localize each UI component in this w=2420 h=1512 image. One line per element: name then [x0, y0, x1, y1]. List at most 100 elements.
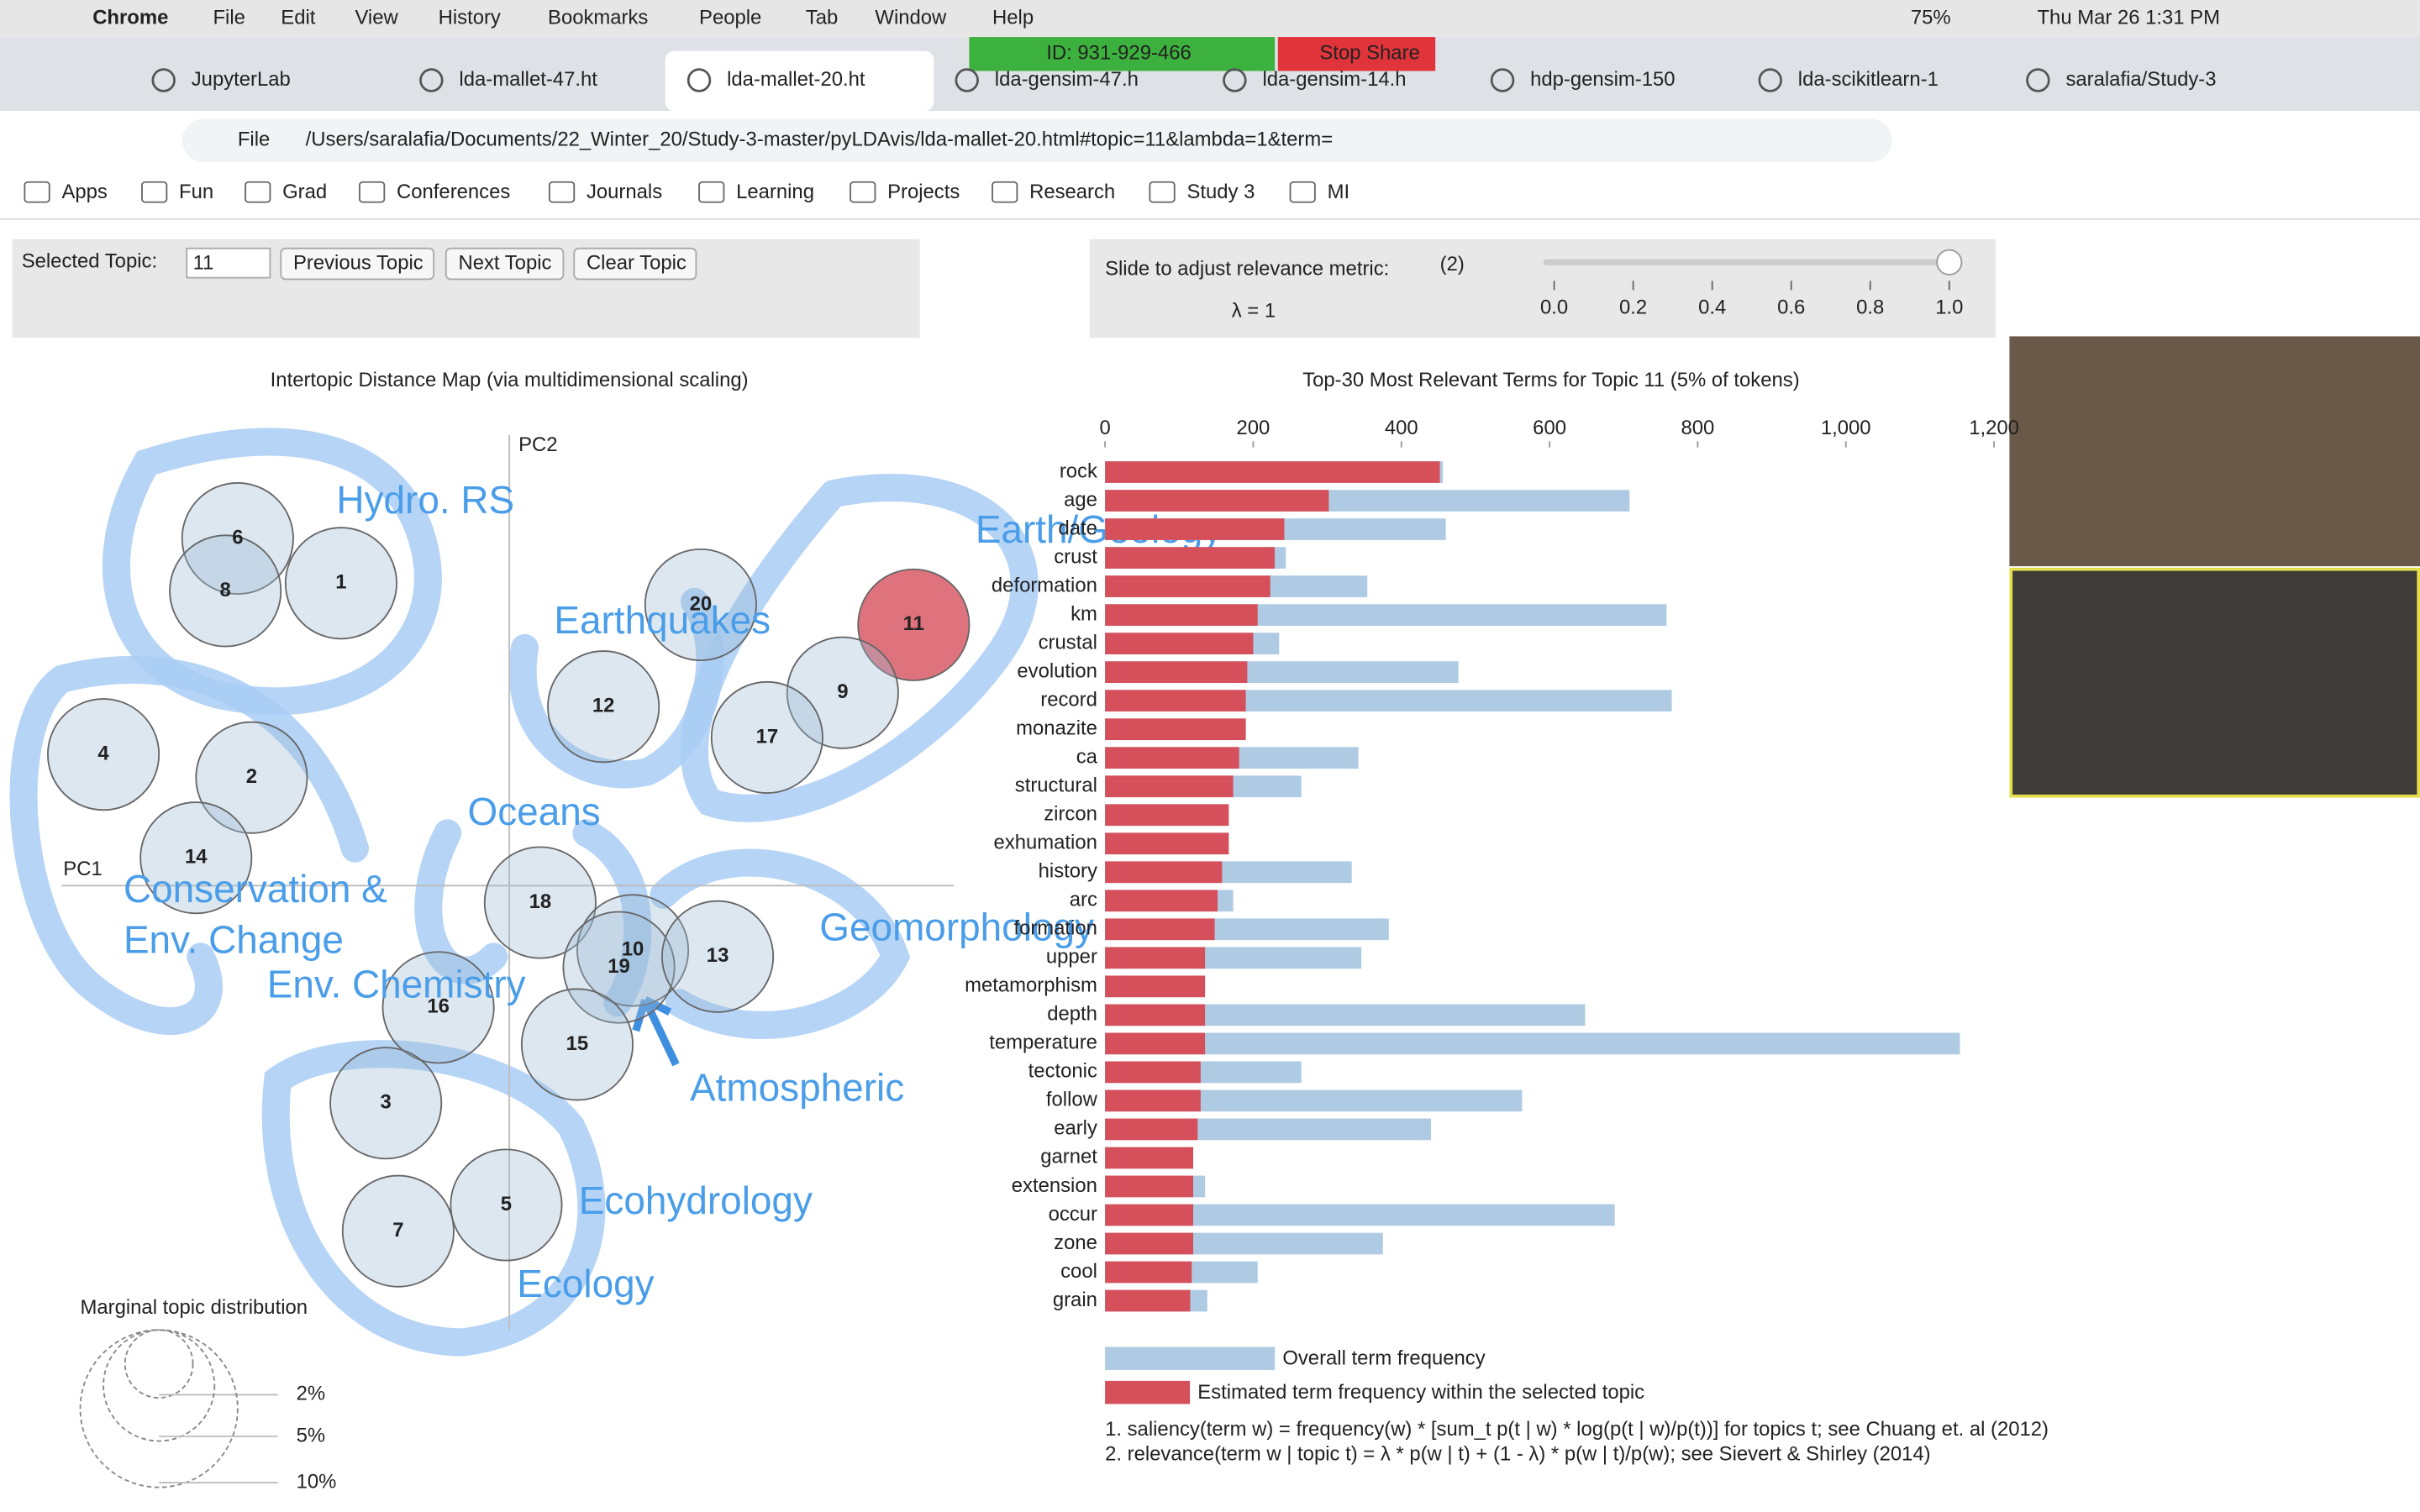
topic-circle[interactable] [341, 1174, 455, 1288]
tab-title[interactable]: lda-gensim-47.h [995, 68, 1139, 91]
term-label[interactable]: garnet [1040, 1146, 1097, 1168]
term-label[interactable]: date [1058, 517, 1097, 539]
topic-circle[interactable] [169, 534, 282, 648]
bookmark[interactable]: Projects [887, 181, 960, 203]
topic-circle[interactable] [381, 951, 495, 1064]
term-label[interactable]: history [1039, 860, 1097, 883]
stop-share[interactable] [1277, 37, 1436, 71]
menu-item[interactable]: View [355, 6, 398, 29]
bookmark[interactable]: Research [1029, 181, 1115, 203]
topic-circle[interactable] [181, 481, 294, 596]
term-label[interactable]: crustal [1039, 631, 1097, 654]
menu-item[interactable]: File [213, 6, 245, 29]
term-label[interactable]: temperature [989, 1032, 1097, 1054]
address-field[interactable] [182, 118, 1892, 162]
term-label[interactable]: arc [1070, 889, 1097, 911]
topic-circle[interactable] [195, 721, 308, 834]
button[interactable] [445, 247, 565, 281]
term-label[interactable]: rock [1060, 459, 1097, 482]
topic-circle[interactable] [786, 636, 899, 749]
topic-circle[interactable] [450, 1148, 563, 1262]
button-label[interactable]: Previous Topic [293, 251, 424, 274]
handwriting [9, 428, 1039, 1357]
menu-item[interactable]: People [699, 6, 761, 29]
term-label[interactable]: exhumation [994, 832, 1097, 854]
slider-knob[interactable] [1936, 249, 1963, 276]
slider-tick-label: 0.6 [1777, 297, 1805, 319]
topic-circle[interactable] [661, 900, 775, 1013]
term-label[interactable]: deformation [992, 574, 1097, 596]
tab-title[interactable]: lda-mallet-20.ht [727, 68, 865, 91]
video-tile [2009, 567, 2420, 798]
tab-title[interactable]: hdp-gensim-150 [1530, 68, 1675, 91]
topic-input[interactable] [186, 247, 271, 279]
term-label[interactable]: early [1054, 1117, 1097, 1140]
term-label[interactable]: grain [1053, 1289, 1097, 1311]
term-label[interactable]: occur [1049, 1203, 1097, 1226]
button[interactable] [573, 247, 697, 281]
bookmark[interactable]: Apps [61, 181, 107, 203]
tab-title[interactable]: saralafia/Study-3 [2065, 68, 2216, 91]
term-label[interactable]: follow [1046, 1089, 1098, 1111]
topic-circle[interactable] [644, 548, 757, 662]
term-label[interactable]: record [1040, 688, 1097, 711]
slider-track [1543, 259, 1949, 265]
button[interactable] [280, 247, 435, 281]
term-label[interactable]: km [1071, 602, 1097, 625]
term-label[interactable]: tectonic [1028, 1060, 1097, 1083]
tab-title[interactable]: JupyterLab [192, 68, 291, 91]
menu-item[interactable]: Window [875, 6, 947, 29]
topic-circle[interactable] [857, 568, 971, 681]
bookmark[interactable]: Journals [587, 181, 662, 203]
tab-title[interactable]: lda-mallet-47.ht [459, 68, 597, 91]
menu-bar [0, 0, 2420, 38]
term-label[interactable]: upper [1046, 946, 1097, 969]
x-tick-label: 0 [1099, 417, 1110, 439]
menu-item[interactable]: Tab [806, 6, 838, 29]
term-label[interactable]: depth [1047, 1003, 1097, 1026]
topic-circle[interactable] [47, 698, 160, 811]
topic-label: 1 [335, 571, 346, 594]
topic-circle[interactable] [576, 894, 690, 1007]
tab-title[interactable]: lda-gensim-14.h [1262, 68, 1406, 91]
button-label[interactable]: Clear Topic [587, 251, 687, 274]
button-label[interactable]: Next Topic [459, 251, 552, 274]
topic-circle[interactable] [562, 911, 676, 1024]
topic-circle[interactable] [483, 846, 597, 959]
term-label[interactable]: crust [1054, 545, 1097, 568]
topic-circle[interactable] [329, 1047, 443, 1160]
term-label[interactable]: age [1064, 488, 1097, 511]
topic-circle[interactable] [284, 527, 397, 640]
bookmark[interactable]: Fun [179, 181, 213, 203]
term-label[interactable]: evolution [1017, 659, 1097, 682]
term-label[interactable]: ca [1076, 746, 1098, 769]
menu-item[interactable]: Help [992, 6, 1034, 29]
tab-title[interactable]: lda-scikitlearn-1 [1798, 68, 1939, 91]
term-label[interactable]: cool [1060, 1260, 1097, 1283]
topic-circle[interactable] [710, 680, 823, 794]
x-tick-label: 1,200 [1969, 417, 2019, 439]
annotation: Ecohydrology [579, 1179, 813, 1222]
menu-item[interactable]: History [439, 6, 501, 29]
topic-circle[interactable] [520, 988, 634, 1101]
bookmark[interactable]: Study 3 [1186, 181, 1255, 203]
stop-share-label[interactable]: Stop Share [1319, 42, 1419, 65]
term-label[interactable]: structural [1015, 774, 1097, 797]
menu-item[interactable]: Bookmarks [548, 6, 648, 29]
stroke [9, 655, 369, 1035]
term-label[interactable]: metamorphism [965, 974, 1097, 997]
bookmark[interactable]: Conferences [397, 181, 510, 203]
topic-circle[interactable] [139, 801, 253, 915]
bookmark[interactable]: Grad [282, 181, 327, 203]
bookmark[interactable]: Learning [736, 181, 814, 203]
term-label[interactable]: extension [1012, 1174, 1097, 1197]
bar [1105, 1061, 1201, 1084]
term-label[interactable]: monazite [1016, 717, 1097, 740]
topic-circle[interactable] [547, 650, 660, 764]
menu-item[interactable]: Edit [281, 6, 315, 29]
term-label[interactable]: zircon [1044, 803, 1097, 826]
term-label[interactable]: zone [1054, 1231, 1097, 1254]
term-label[interactable]: formation [1013, 917, 1097, 940]
url[interactable]: /Users/saralafia/Documents/22_Winter_20/… [306, 128, 1333, 150]
bookmark[interactable]: MI [1328, 181, 1350, 203]
